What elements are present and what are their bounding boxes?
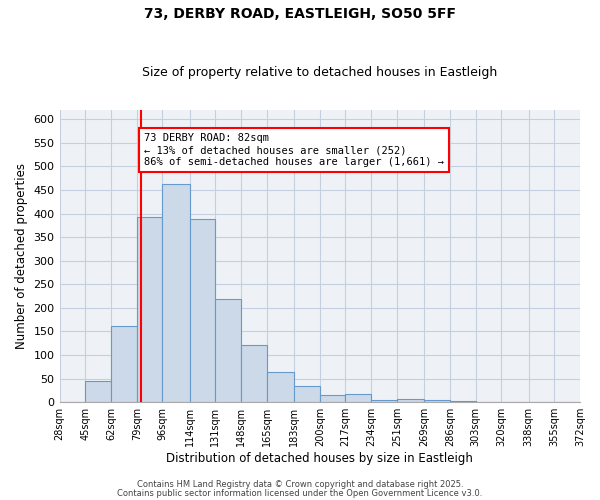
- Bar: [320, 395, 346, 402]
- Bar: [424, 400, 450, 402]
- Bar: [190, 219, 215, 402]
- Text: Contains public sector information licensed under the Open Government Licence v3: Contains public sector information licen…: [118, 488, 482, 498]
- Bar: [137, 217, 163, 402]
- Text: Contains HM Land Registry data © Crown copyright and database right 2025.: Contains HM Land Registry data © Crown c…: [137, 480, 463, 489]
- Text: 73 DERBY ROAD: 82sqm
← 13% of detached houses are smaller (252)
86% of semi-deta: 73 DERBY ROAD: 82sqm ← 13% of detached h…: [144, 134, 444, 166]
- Bar: [267, 372, 294, 402]
- Bar: [163, 184, 190, 402]
- Bar: [371, 400, 397, 402]
- X-axis label: Distribution of detached houses by size in Eastleigh: Distribution of detached houses by size …: [166, 452, 473, 465]
- Bar: [294, 386, 320, 402]
- Bar: [241, 344, 267, 402]
- Bar: [215, 299, 241, 402]
- Bar: [111, 326, 137, 402]
- Bar: [85, 382, 111, 402]
- Y-axis label: Number of detached properties: Number of detached properties: [15, 163, 28, 349]
- Text: 73, DERBY ROAD, EASTLEIGH, SO50 5FF: 73, DERBY ROAD, EASTLEIGH, SO50 5FF: [144, 8, 456, 22]
- Bar: [397, 400, 424, 402]
- Title: Size of property relative to detached houses in Eastleigh: Size of property relative to detached ho…: [142, 66, 497, 80]
- Bar: [346, 394, 371, 402]
